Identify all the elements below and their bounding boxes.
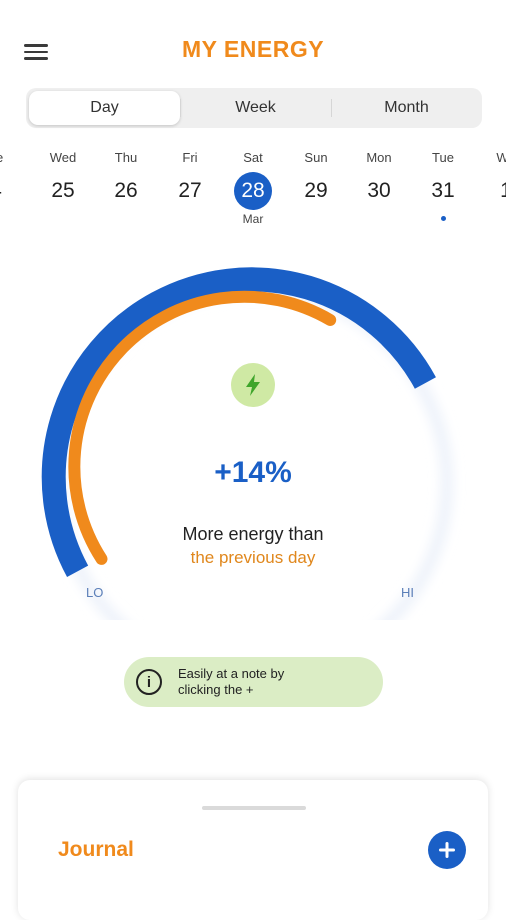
day-name: Wed xyxy=(49,150,77,165)
hamburger-menu-icon[interactable] xyxy=(24,40,48,62)
info-icon: i xyxy=(136,669,162,695)
day-number: 28 xyxy=(234,172,272,210)
energy-gauge xyxy=(0,260,506,620)
comparison-subtext: the previous day xyxy=(190,548,316,567)
hint-text: Easily at a note by clicking the + xyxy=(178,666,284,698)
tab-week[interactable]: Week xyxy=(180,91,331,125)
day-item[interactable]: Fri 27 xyxy=(160,150,220,210)
day-item[interactable]: Sun 29 xyxy=(286,150,346,210)
add-note-button[interactable] xyxy=(428,831,466,869)
day-item[interactable]: ue 4 xyxy=(0,150,26,210)
journal-panel: Journal xyxy=(18,780,488,920)
day-item[interactable]: Mon 30 xyxy=(349,150,409,210)
day-item-selected[interactable]: Sat 28 Mar xyxy=(223,150,283,226)
day-number: 26 xyxy=(114,179,138,202)
hint-banner: i Easily at a note by clicking the + xyxy=(124,657,383,707)
day-name: Tue xyxy=(432,150,454,165)
drag-handle[interactable] xyxy=(202,806,306,810)
gauge-arcs xyxy=(41,267,452,620)
day-number: 25 xyxy=(51,179,75,202)
day-number: 4 xyxy=(0,172,15,210)
hint-line-1: Easily at a note by xyxy=(178,666,285,681)
day-name: Thu xyxy=(114,150,138,165)
page-title: MY ENERGY xyxy=(181,36,325,62)
period-tabs: Day Week Month xyxy=(26,88,482,128)
day-item[interactable]: We 1 xyxy=(476,150,506,210)
month-label: Mar xyxy=(242,212,264,226)
gauge-lo-label: LO xyxy=(86,585,104,600)
day-selector: ue 4 Wed 25 Thu 26 Fri 27 Sat 28 Mar Sun… xyxy=(0,150,506,240)
gauge-outer-arc xyxy=(41,267,436,577)
day-name: ue xyxy=(0,150,26,168)
tab-day[interactable]: Day xyxy=(29,91,180,125)
hint-line-2: clicking the + xyxy=(178,682,254,697)
energy-change-percent: +14% xyxy=(214,456,292,489)
gauge-hi-label: HI xyxy=(401,585,414,600)
day-number: 27 xyxy=(178,179,202,202)
plus-icon xyxy=(439,842,455,858)
day-item[interactable]: Tue 31 xyxy=(413,150,473,221)
day-name: Fri xyxy=(182,150,198,165)
day-name: Mon xyxy=(366,150,392,165)
comparison-text: More energy than xyxy=(182,524,324,544)
journal-title: Journal xyxy=(58,838,134,861)
entry-indicator-dot xyxy=(440,216,446,221)
lightning-bolt-icon xyxy=(231,363,275,407)
app-header: MY ENERGY xyxy=(0,0,506,100)
day-name: Sat xyxy=(243,150,263,165)
day-name: We xyxy=(496,150,506,165)
day-number: 1 xyxy=(487,172,506,210)
tab-month[interactable]: Month xyxy=(331,91,482,125)
day-name: Sun xyxy=(304,150,328,165)
day-number: 31 xyxy=(431,179,455,202)
day-number: 29 xyxy=(304,179,328,202)
day-number: 30 xyxy=(367,179,391,202)
day-item[interactable]: Wed 25 xyxy=(33,150,93,210)
day-item[interactable]: Thu 26 xyxy=(96,150,156,210)
gauge-inner-arc xyxy=(68,290,337,565)
